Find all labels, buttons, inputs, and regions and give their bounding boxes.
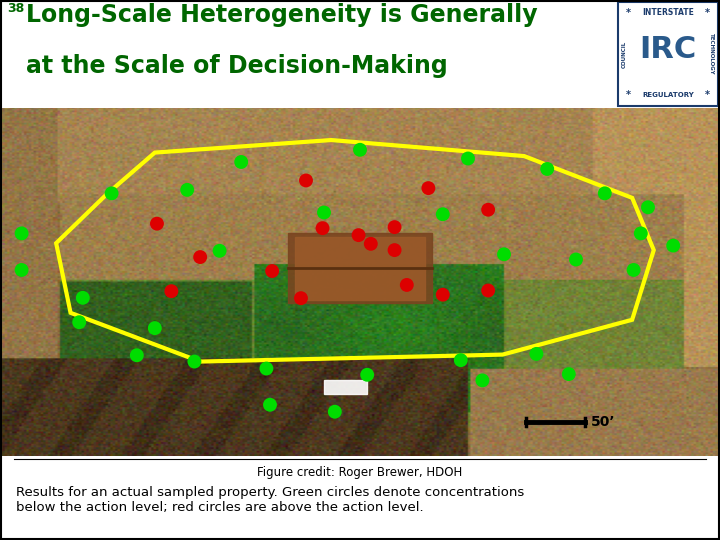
Point xyxy=(149,324,161,333)
Text: *: * xyxy=(626,90,631,100)
Point xyxy=(131,351,143,360)
Point xyxy=(541,165,553,173)
Text: INTERSTATE: INTERSTATE xyxy=(642,9,694,17)
Text: 50’: 50’ xyxy=(590,415,615,429)
Point xyxy=(295,294,307,302)
Point xyxy=(106,189,117,198)
Point xyxy=(189,357,200,366)
Text: Long-Scale Heterogeneity is Generally: Long-Scale Heterogeneity is Generally xyxy=(26,3,538,27)
Point xyxy=(353,231,364,239)
Text: *: * xyxy=(626,8,631,18)
Point xyxy=(214,246,225,255)
Point xyxy=(482,286,494,295)
Point xyxy=(16,229,27,238)
Point xyxy=(628,266,639,274)
Point xyxy=(570,255,582,264)
Point xyxy=(181,186,193,194)
Point xyxy=(437,291,449,299)
Text: 38: 38 xyxy=(7,2,24,15)
Point xyxy=(261,364,272,373)
Bar xyxy=(324,380,367,394)
Point xyxy=(317,224,328,233)
Point xyxy=(77,294,89,302)
Point xyxy=(477,376,488,384)
Text: Figure credit: Roger Brewer, HDOH: Figure credit: Roger Brewer, HDOH xyxy=(257,467,463,480)
Point xyxy=(531,349,542,358)
Point xyxy=(599,189,611,198)
Bar xyxy=(295,237,425,300)
Text: REGULATORY: REGULATORY xyxy=(642,92,693,98)
Point xyxy=(635,229,647,238)
Point xyxy=(437,210,449,219)
Bar xyxy=(288,233,432,303)
Point xyxy=(235,158,247,166)
Point xyxy=(166,287,177,295)
Text: COUNCIL: COUNCIL xyxy=(621,40,626,68)
Point xyxy=(300,176,312,185)
Point xyxy=(423,184,434,192)
Point xyxy=(151,219,163,228)
Text: TECHNOLOGY: TECHNOLOGY xyxy=(709,33,714,75)
Text: Results for an actual sampled property. Green circles denote concentrations
belo: Results for an actual sampled property. … xyxy=(16,485,524,514)
Point xyxy=(365,240,377,248)
Point xyxy=(482,205,494,214)
Point xyxy=(16,266,27,274)
Point xyxy=(389,223,400,232)
Point xyxy=(667,241,679,250)
Point xyxy=(563,370,575,379)
Point xyxy=(389,246,400,254)
Point xyxy=(264,401,276,409)
Text: at the Scale of Decision-Making: at the Scale of Decision-Making xyxy=(26,54,448,78)
Point xyxy=(401,281,413,289)
Point xyxy=(462,154,474,163)
Point xyxy=(194,253,206,261)
Text: *: * xyxy=(705,90,710,100)
Point xyxy=(498,250,510,259)
Text: *: * xyxy=(705,8,710,18)
Point xyxy=(266,267,278,275)
Point xyxy=(642,203,654,212)
Point xyxy=(455,356,467,364)
Point xyxy=(73,318,85,327)
Point xyxy=(318,208,330,217)
Point xyxy=(329,407,341,416)
Point xyxy=(354,145,366,154)
Text: IRC: IRC xyxy=(639,35,696,64)
Point xyxy=(361,370,373,379)
